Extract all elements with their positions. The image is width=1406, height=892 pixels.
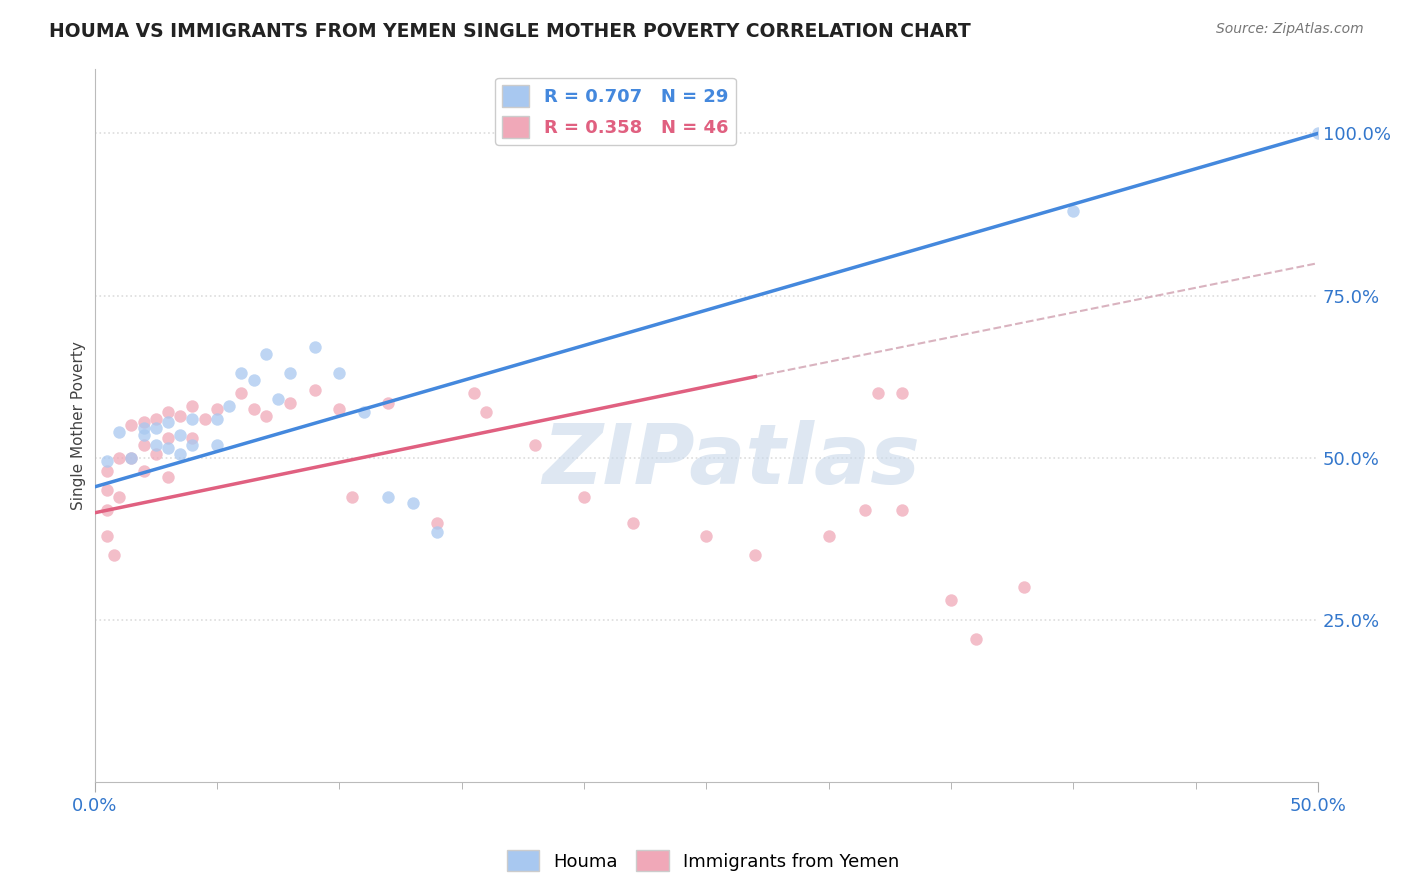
Point: [304, 383, 326, 397]
Point: [231, 385, 253, 400]
Point: [377, 490, 399, 504]
Point: [621, 516, 644, 530]
Point: [695, 528, 717, 542]
Point: [891, 502, 914, 516]
Text: Source: ZipAtlas.com: Source: ZipAtlas.com: [1216, 22, 1364, 37]
Point: [242, 373, 264, 387]
Point: [181, 399, 204, 413]
Point: [328, 402, 350, 417]
Point: [108, 425, 131, 439]
Point: [855, 502, 877, 516]
Point: [254, 409, 277, 423]
Point: [120, 450, 142, 465]
Point: [402, 496, 425, 510]
Point: [145, 438, 167, 452]
Point: [218, 399, 240, 413]
Point: [169, 447, 191, 461]
Point: [156, 431, 179, 445]
Legend: Houma, Immigrants from Yemen: Houma, Immigrants from Yemen: [499, 843, 907, 879]
Point: [96, 454, 118, 468]
Point: [280, 367, 302, 381]
Point: [132, 421, 155, 435]
Point: [426, 525, 449, 540]
Point: [145, 421, 167, 435]
Point: [1308, 127, 1330, 141]
Point: [267, 392, 290, 407]
Point: [96, 464, 118, 478]
Point: [145, 447, 167, 461]
Point: [353, 405, 375, 419]
Point: [205, 438, 228, 452]
Point: [108, 490, 131, 504]
Text: HOUMA VS IMMIGRANTS FROM YEMEN SINGLE MOTHER POVERTY CORRELATION CHART: HOUMA VS IMMIGRANTS FROM YEMEN SINGLE MO…: [49, 22, 972, 41]
Point: [463, 385, 485, 400]
Point: [96, 483, 118, 497]
Point: [181, 411, 204, 425]
Point: [1014, 581, 1036, 595]
Point: [524, 438, 547, 452]
Point: [377, 395, 399, 409]
Point: [120, 418, 142, 433]
Point: [194, 411, 217, 425]
Point: [242, 402, 264, 417]
Point: [205, 411, 228, 425]
Point: [891, 385, 914, 400]
Point: [744, 548, 766, 562]
Point: [181, 431, 204, 445]
Point: [328, 367, 350, 381]
Point: [280, 395, 302, 409]
Point: [231, 367, 253, 381]
Point: [426, 516, 449, 530]
Point: [156, 470, 179, 484]
Y-axis label: Single Mother Poverty: Single Mother Poverty: [72, 341, 86, 509]
Point: [939, 593, 962, 607]
Point: [108, 450, 131, 465]
Point: [132, 438, 155, 452]
Point: [181, 438, 204, 452]
Point: [145, 411, 167, 425]
Point: [866, 385, 889, 400]
Point: [572, 490, 595, 504]
Point: [169, 409, 191, 423]
Point: [132, 464, 155, 478]
Point: [156, 405, 179, 419]
Point: [1062, 204, 1084, 219]
Point: [475, 405, 498, 419]
Point: [132, 415, 155, 429]
Point: [132, 428, 155, 442]
Point: [169, 428, 191, 442]
Point: [156, 441, 179, 455]
Point: [96, 528, 118, 542]
Point: [156, 415, 179, 429]
Legend: R = 0.707   N = 29, R = 0.358   N = 46: R = 0.707 N = 29, R = 0.358 N = 46: [495, 78, 735, 145]
Point: [103, 548, 125, 562]
Text: ZIPatlas: ZIPatlas: [541, 420, 920, 501]
Point: [254, 347, 277, 361]
Point: [965, 632, 987, 647]
Point: [96, 502, 118, 516]
Point: [304, 340, 326, 354]
Point: [205, 402, 228, 417]
Point: [817, 528, 839, 542]
Point: [340, 490, 363, 504]
Point: [120, 450, 142, 465]
